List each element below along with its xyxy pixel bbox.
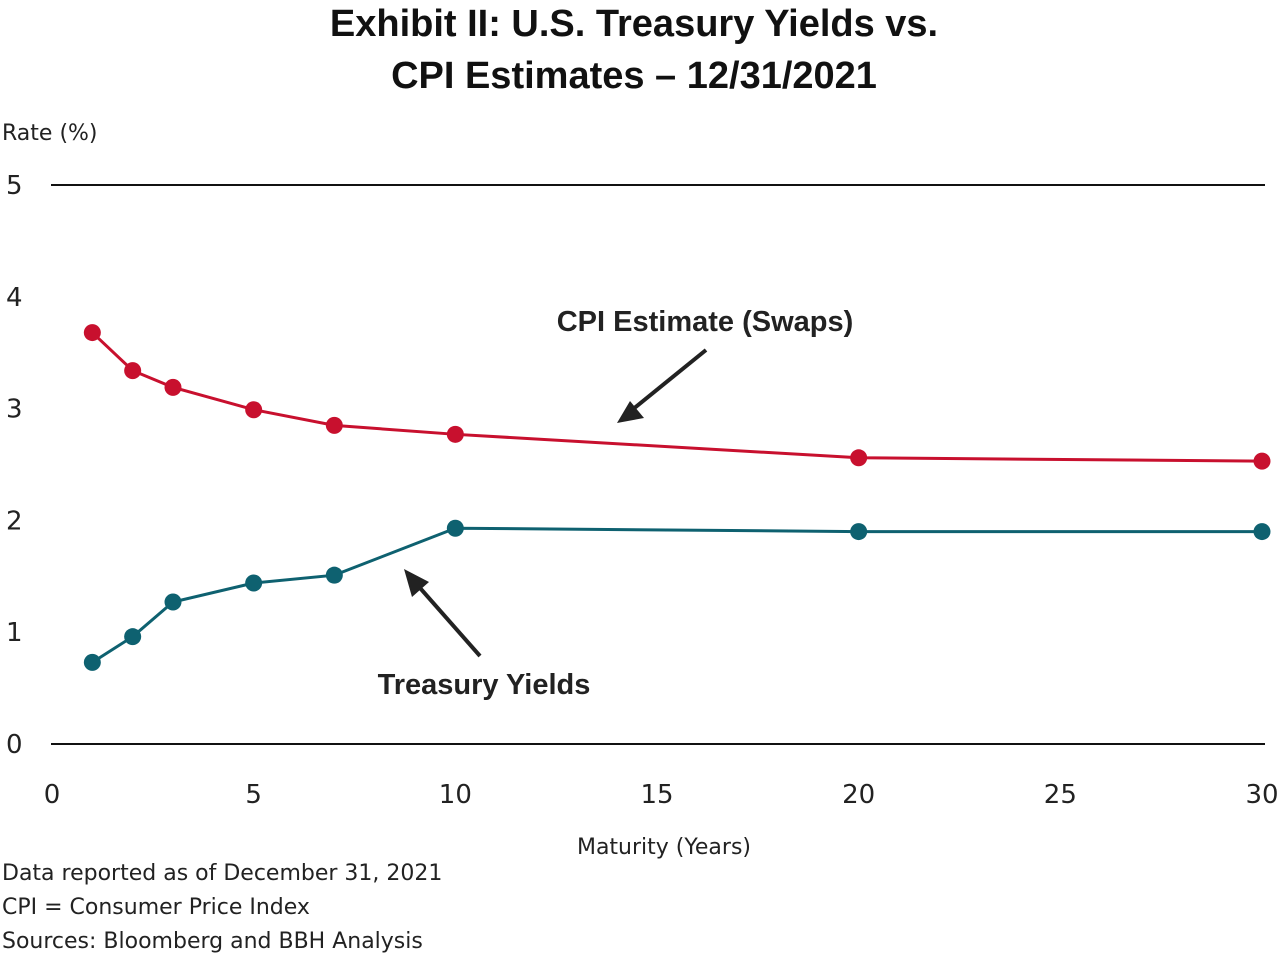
y-tick-labels: 0 1 2 3 4 5 bbox=[6, 171, 23, 760]
data-point bbox=[124, 362, 142, 380]
cpi-annotation-arrowhead bbox=[617, 401, 644, 423]
data-point bbox=[446, 519, 464, 537]
y-tick-label: 4 bbox=[6, 283, 23, 313]
y-tick-label: 5 bbox=[6, 171, 23, 201]
x-tick-label: 15 bbox=[640, 780, 673, 810]
series-0 bbox=[83, 324, 1271, 470]
data-point bbox=[164, 378, 182, 396]
data-point bbox=[850, 449, 868, 467]
x-tick-labels: 0 5 10 15 20 25 30 bbox=[44, 780, 1279, 810]
data-point bbox=[1253, 452, 1271, 470]
data-point bbox=[850, 523, 868, 541]
footnote-as-of: Data reported as of December 31, 2021 bbox=[2, 861, 442, 886]
y-axis-label: Rate (%) bbox=[2, 121, 98, 146]
footnote-sources: Sources: Bloomberg and BBH Analysis bbox=[2, 929, 423, 954]
y-tick-label: 1 bbox=[6, 618, 23, 648]
series-layer bbox=[83, 324, 1271, 671]
x-tick-label: 25 bbox=[1044, 780, 1077, 810]
treasury-annotation-label: Treasury Yields bbox=[378, 669, 591, 701]
chart-title-line-2: CPI Estimates – 12/31/2021 bbox=[391, 55, 877, 97]
series-1 bbox=[83, 519, 1271, 671]
x-axis-label: Maturity (Years) bbox=[577, 835, 751, 860]
data-point bbox=[1253, 523, 1271, 541]
chart-title-line-1: Exhibit II: U.S. Treasury Yields vs. bbox=[330, 3, 938, 45]
cpi-annotation-label: CPI Estimate (Swaps) bbox=[557, 306, 854, 338]
treasury-annotation-arrowhead bbox=[404, 569, 429, 597]
footnote-cpi-definition: CPI = Consumer Price Index bbox=[2, 895, 310, 920]
treasury-annotation-arrow-shaft bbox=[411, 578, 482, 658]
y-tick-label: 2 bbox=[6, 506, 23, 536]
data-point bbox=[83, 324, 101, 342]
series-line bbox=[91, 331, 1263, 463]
data-point bbox=[124, 628, 142, 646]
x-tick-label: 20 bbox=[842, 780, 875, 810]
y-tick-label: 0 bbox=[6, 730, 23, 760]
x-tick-label: 30 bbox=[1245, 780, 1278, 810]
cpi-annotation-arrow-shaft bbox=[625, 348, 708, 416]
data-point bbox=[325, 416, 343, 434]
x-tick-label: 0 bbox=[44, 780, 61, 810]
y-tick-label: 3 bbox=[6, 395, 23, 425]
x-tick-label: 10 bbox=[439, 780, 472, 810]
x-tick-label: 5 bbox=[245, 780, 262, 810]
data-point bbox=[164, 593, 182, 611]
data-point bbox=[83, 653, 101, 671]
data-point bbox=[245, 401, 263, 419]
data-point bbox=[245, 574, 263, 592]
series-line bbox=[91, 526, 1262, 664]
data-point bbox=[325, 566, 343, 584]
data-point bbox=[446, 425, 464, 443]
